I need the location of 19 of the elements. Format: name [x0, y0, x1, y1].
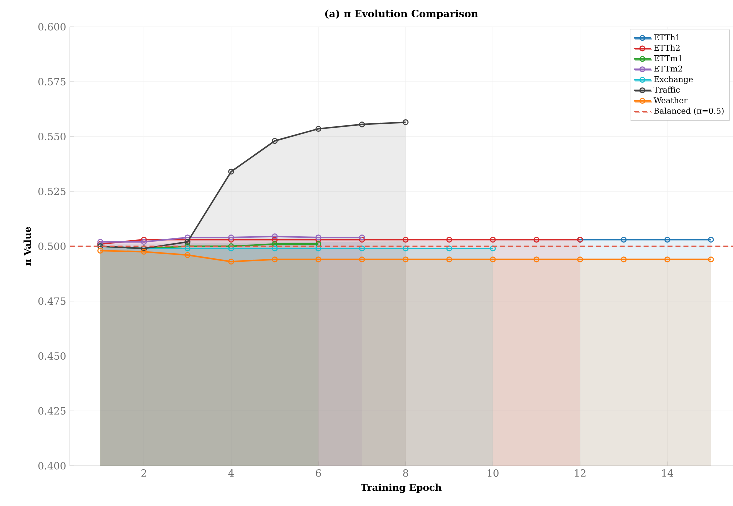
x-tick-label: 2 [142, 470, 146, 477]
x-tick-label: 6 [316, 470, 322, 478]
y-tick-label: 0.425 [38, 407, 66, 415]
y-tick-label: 0.475 [38, 298, 66, 306]
y-tick-label: 0.600 [38, 23, 66, 31]
y-tick-label: 0.550 [38, 132, 66, 141]
y-tick-label: 0.500 [38, 242, 66, 250]
y-tick-label: 0.400 [38, 462, 66, 470]
x-tick-label: 14 [662, 470, 674, 477]
chart-title: (a) π Evolution Comparison [325, 10, 478, 20]
x-tick-label: 4 [228, 470, 234, 477]
y-tick-label: 0.525 [38, 188, 66, 196]
x-tick-label: 10 [488, 470, 499, 478]
y-axis-title: π Value [24, 227, 32, 266]
x-axis-title: Training Epoch [361, 484, 442, 494]
y-tick-label: 0.450 [38, 352, 66, 360]
y-tick-label: 0.575 [38, 78, 66, 86]
x-tick-label: 12 [575, 470, 586, 477]
x-tick-label: 8 [403, 470, 408, 478]
